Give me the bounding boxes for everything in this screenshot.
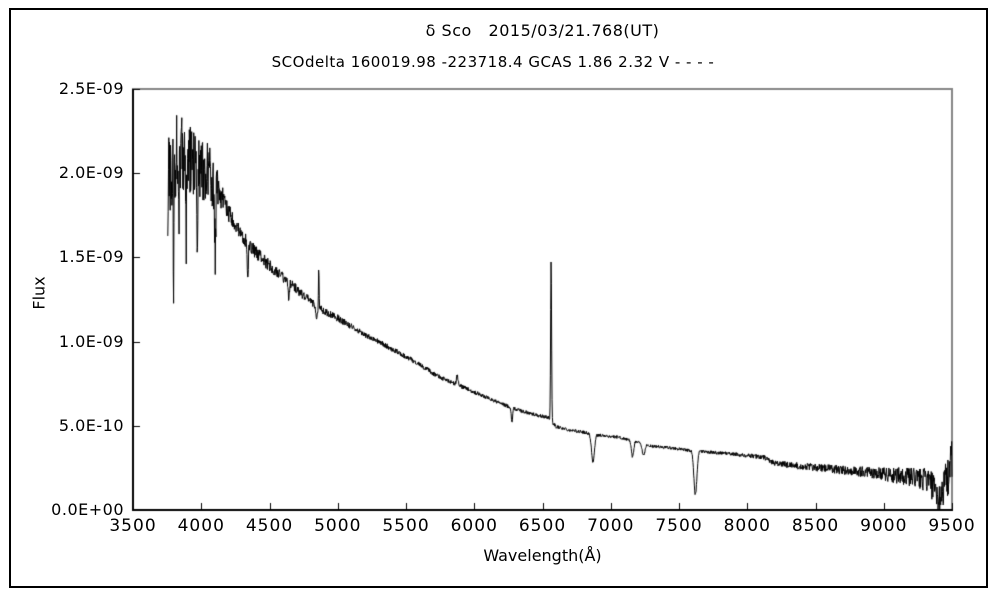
x-axis-title: Wavelength(Å) <box>483 546 602 565</box>
x-tick-label: 8500 <box>791 516 840 536</box>
x-tick-label: 9500 <box>928 516 976 536</box>
y-tick-label: 2.5E-09 <box>58 79 124 98</box>
x-tick-label: 7500 <box>655 516 703 536</box>
x-tick-label: 4500 <box>245 516 294 536</box>
y-axis-title: Flux <box>29 276 49 310</box>
x-tick-label: 3500 <box>109 516 157 536</box>
y-tick-label: 2.0E-09 <box>58 163 124 183</box>
x-tick-label: 8000 <box>723 516 771 536</box>
y-tick-label: 0.0E+00 <box>51 500 124 519</box>
x-tick-label: 5000 <box>314 516 362 536</box>
x-tick-label: 7000 <box>587 516 635 536</box>
x-tick-label: 6500 <box>518 516 567 536</box>
y-tick-label: 1.0E-09 <box>58 331 124 351</box>
y-tick-label: 5.0E-10 <box>58 415 124 435</box>
x-tick-label: 9000 <box>860 516 908 536</box>
x-tick-label: 5500 <box>382 516 430 536</box>
y-tick-label: 1.5E-09 <box>58 247 124 267</box>
chart-title: δ Sco 2015/03/21.768(UT) <box>425 21 660 40</box>
chart-subtitle: SCOdelta 160019.98 -223718.4 GCAS 1.86 2… <box>271 53 715 71</box>
x-tick-label: 4000 <box>177 516 225 536</box>
x-tick-label: 6000 <box>450 516 498 536</box>
